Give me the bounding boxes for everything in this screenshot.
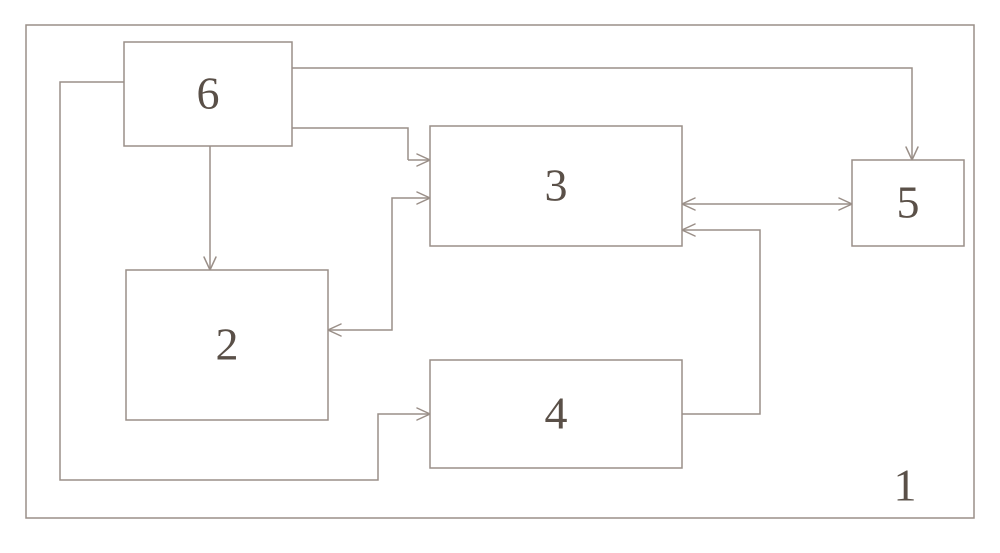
edge-e3to4 xyxy=(682,230,760,414)
node-n4: 4 xyxy=(430,360,682,468)
node-label-n4: 4 xyxy=(545,388,568,439)
node-label-n6: 6 xyxy=(197,68,220,119)
edge-e6to3 xyxy=(292,128,408,160)
node-label-n5: 5 xyxy=(897,177,920,228)
node-n3: 3 xyxy=(430,126,682,246)
outer-container-label: 1 xyxy=(894,460,917,511)
node-n5: 5 xyxy=(852,160,964,246)
node-n2: 2 xyxy=(126,270,328,420)
node-label-n2: 2 xyxy=(216,319,239,370)
nodes-group: 2 3 4 5 6 xyxy=(124,42,964,468)
node-label-n3: 3 xyxy=(545,160,568,211)
node-n6: 6 xyxy=(124,42,292,146)
edge-e2to3 xyxy=(328,198,430,330)
